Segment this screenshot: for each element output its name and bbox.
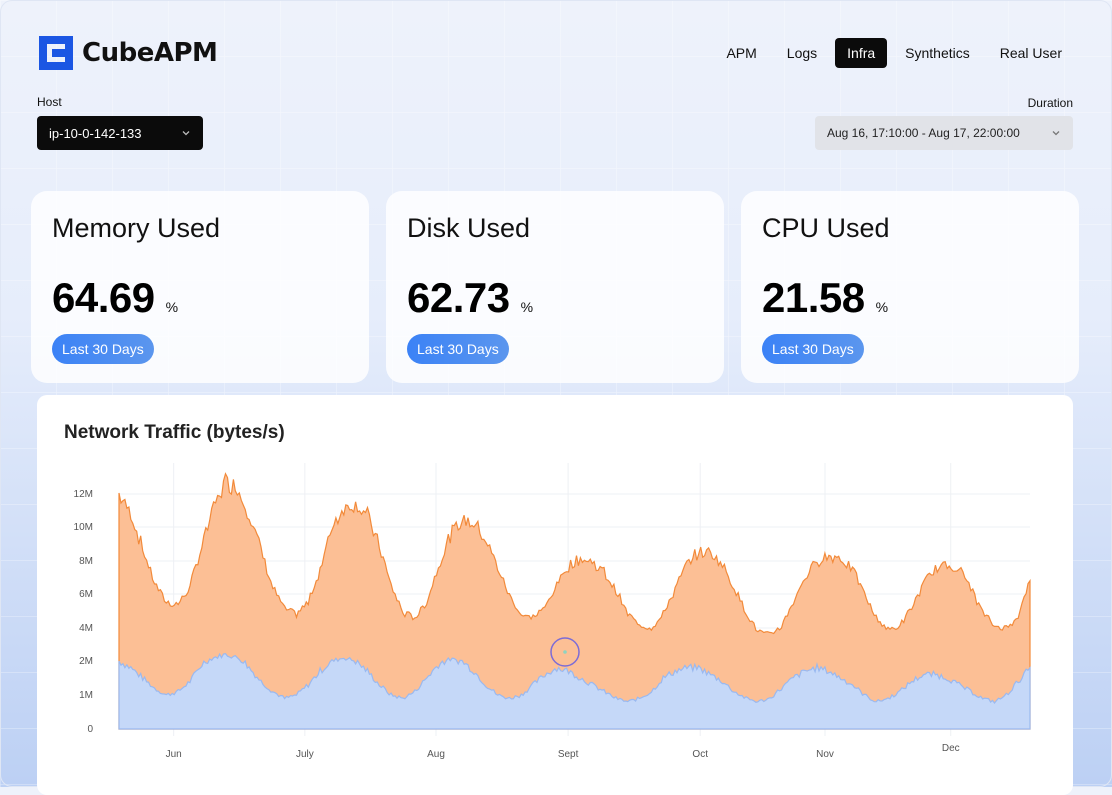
y-tick-label: 0 — [87, 724, 93, 735]
cpu-used-card: CPU Used 21.58 % Last 30 Days — [741, 191, 1079, 383]
hover-cursor-dot — [563, 650, 567, 654]
x-tick-label: Oct — [692, 749, 708, 760]
duration-label: Duration — [1027, 96, 1073, 110]
host-value: ip-10-0-142-133 — [49, 125, 142, 141]
cube-logo-icon — [39, 36, 73, 70]
chart-title: Network Traffic (bytes/s) — [64, 422, 285, 443]
card-title: Memory Used — [52, 213, 221, 243]
y-tick-label: 1M — [79, 690, 93, 701]
nav-infra[interactable]: Infra — [835, 38, 888, 68]
metric-unit: % — [520, 299, 534, 315]
x-tick-label: Aug — [427, 749, 445, 760]
y-tick-label: 8M — [79, 556, 93, 567]
y-tick-label: 10M — [74, 522, 93, 533]
metric-value: 64.69 — [52, 274, 155, 321]
chevron-down-icon — [1052, 131, 1060, 136]
metric-unit: % — [165, 299, 179, 315]
duration-select[interactable]: Aug 16, 17:10:00 - Aug 17, 22:00:00 — [815, 116, 1073, 150]
nav-real-user[interactable]: Real User — [999, 45, 1062, 61]
x-tick-label: Jun — [166, 749, 182, 760]
brand-logo[interactable]: CubeAPM — [39, 36, 218, 70]
card-title: Disk Used — [407, 213, 531, 243]
x-tick-label: July — [296, 749, 314, 760]
brand-name: CubeAPM — [82, 38, 218, 68]
nav-apm[interactable]: APM — [726, 45, 757, 61]
top-nav: APM Logs Infra Synthetics Real User — [714, 38, 1074, 68]
hover-cursor-icon — [550, 637, 580, 667]
y-tick-label: 6M — [79, 589, 93, 600]
metric-value: 21.58 — [762, 274, 865, 321]
y-tick-label: 12M — [74, 489, 93, 500]
series-inbound-area — [118, 652, 1031, 730]
metric-unit: % — [875, 299, 889, 315]
network-traffic-card: Network Traffic (bytes/s) 0 1M 2M 4M 6M 8M 10M… — [37, 395, 1073, 795]
chevron-down-icon — [182, 131, 190, 136]
duration-value: Aug 16, 17:10:00 - Aug 17, 22:00:00 — [827, 126, 1020, 140]
nav-synthetics[interactable]: Synthetics — [905, 45, 970, 61]
period-badge[interactable]: Last 30 Days — [52, 334, 154, 364]
metric-value: 62.73 — [407, 274, 510, 321]
y-tick-label: 4M — [79, 623, 93, 634]
x-tick-label: Sept — [558, 749, 579, 760]
x-tick-label: Dec — [942, 743, 960, 754]
x-tick-label: Nov — [816, 749, 834, 760]
period-badge[interactable]: Last 30 Days — [407, 334, 509, 364]
host-label: Host — [37, 95, 62, 109]
host-select[interactable]: ip-10-0-142-133 — [37, 116, 203, 150]
memory-used-card: Memory Used 64.69 % Last 30 Days — [31, 191, 369, 383]
network-traffic-chart[interactable]: 0 1M 2M 4M 6M 8M 10M 12M Jun July Aug Sept Oct Nov Dec — [37, 395, 1073, 787]
nav-logs[interactable]: Logs — [786, 45, 818, 61]
card-title: CPU Used — [762, 213, 890, 243]
period-badge[interactable]: Last 30 Days — [762, 334, 864, 364]
disk-used-card: Disk Used 62.73 % Last 30 Days — [386, 191, 724, 383]
y-tick-label: 2M — [79, 656, 93, 667]
